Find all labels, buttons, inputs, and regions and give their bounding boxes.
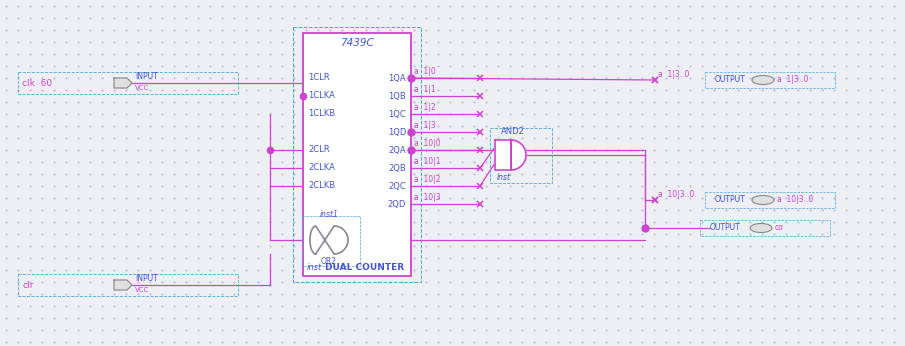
Text: 2QD: 2QD xyxy=(387,200,406,209)
Bar xyxy=(700,220,830,236)
Text: a  10|3: a 10|3 xyxy=(414,193,441,202)
Text: OUTPUT: OUTPUT xyxy=(715,195,746,204)
Text: 1CLR: 1CLR xyxy=(308,73,329,82)
Ellipse shape xyxy=(750,224,772,233)
Text: OUTPUT: OUTPUT xyxy=(715,75,746,84)
Text: a  10|1: a 10|1 xyxy=(414,157,441,166)
Bar xyxy=(302,216,360,266)
Text: a  1|3: a 1|3 xyxy=(414,121,435,130)
Bar xyxy=(18,72,238,94)
Text: a  1|3..0: a 1|3..0 xyxy=(777,75,808,84)
Polygon shape xyxy=(495,140,526,170)
Text: OUTPUT: OUTPUT xyxy=(710,224,741,233)
Text: INPUT: INPUT xyxy=(135,274,157,283)
Text: 2QC: 2QC xyxy=(388,182,406,191)
Bar xyxy=(293,27,421,282)
Ellipse shape xyxy=(752,75,774,84)
Polygon shape xyxy=(114,280,132,290)
Text: AND2: AND2 xyxy=(501,127,525,136)
Text: co: co xyxy=(775,224,784,233)
Text: 2CLKA: 2CLKA xyxy=(308,164,335,173)
Text: a  1|3..0: a 1|3..0 xyxy=(658,70,690,79)
Polygon shape xyxy=(114,78,132,88)
Bar xyxy=(18,274,238,296)
Text: clk  60: clk 60 xyxy=(22,79,52,88)
Text: a  1|0: a 1|0 xyxy=(414,67,435,76)
Bar xyxy=(490,128,552,183)
Text: DUAL COUNTER: DUAL COUNTER xyxy=(325,264,405,273)
Text: a  1|1: a 1|1 xyxy=(414,85,435,94)
Text: inst1: inst1 xyxy=(319,210,338,219)
Text: a  10|0: a 10|0 xyxy=(414,139,441,148)
Text: 2QB: 2QB xyxy=(388,164,406,173)
Text: clr: clr xyxy=(22,281,33,290)
Text: 2CLR: 2CLR xyxy=(308,146,329,155)
Text: a  10|3..0: a 10|3..0 xyxy=(777,195,814,204)
Bar xyxy=(705,72,835,88)
Ellipse shape xyxy=(752,195,774,204)
Text: inst: inst xyxy=(307,264,322,273)
Text: INPUT: INPUT xyxy=(135,72,157,81)
Text: 1CLKA: 1CLKA xyxy=(308,91,335,100)
Text: VCC: VCC xyxy=(135,287,149,293)
Bar xyxy=(705,192,835,208)
Text: 2QA: 2QA xyxy=(388,146,406,155)
Text: 1QA: 1QA xyxy=(388,73,406,82)
Text: VCC: VCC xyxy=(135,85,149,91)
Text: 1QC: 1QC xyxy=(388,109,406,118)
Text: inst: inst xyxy=(497,173,511,182)
Text: 2CLKB: 2CLKB xyxy=(308,182,335,191)
Text: OR2: OR2 xyxy=(321,257,337,266)
Text: 1CLKB: 1CLKB xyxy=(308,109,335,118)
Text: a  10|3..0: a 10|3..0 xyxy=(658,190,694,199)
Bar xyxy=(303,33,411,276)
Text: 1QB: 1QB xyxy=(388,91,406,100)
Text: a  10|2: a 10|2 xyxy=(414,175,441,184)
Text: 1QD: 1QD xyxy=(387,127,406,137)
Text: a  1|2: a 1|2 xyxy=(414,103,435,112)
Text: 7439C: 7439C xyxy=(340,38,374,48)
Polygon shape xyxy=(310,226,348,254)
